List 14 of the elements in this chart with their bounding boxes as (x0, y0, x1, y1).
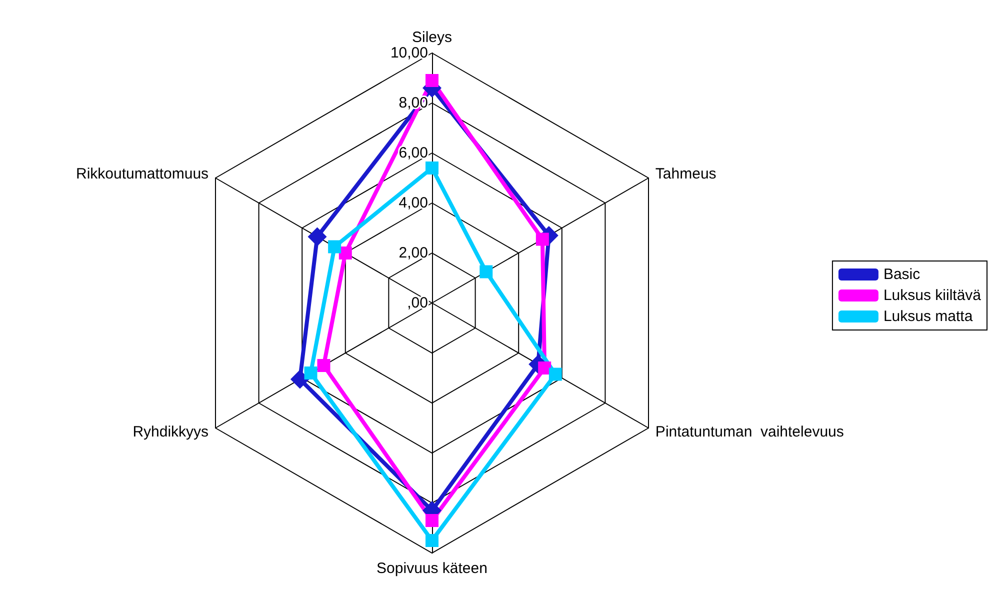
spoke-label: Tahmeus (655, 166, 716, 182)
spoke-label: Pintatuntuman vaihtelevuus (655, 424, 844, 440)
y-tick-label: ,00 (407, 294, 428, 312)
y-tick-label: 4,00 (398, 194, 428, 212)
spoke-label: Sileys (412, 29, 452, 46)
y-tick-label: 6,00 (398, 144, 428, 162)
spoke-label: Ryhdikkyys (132, 424, 209, 440)
legend-label: Luksus matta (883, 308, 974, 325)
legend-label: Luksus kiiltävä (883, 287, 982, 304)
spoke-label: Rikkoutumattomuus (76, 166, 209, 182)
y-tick-label: 2,00 (398, 244, 428, 262)
legend-label: Basic (883, 266, 921, 283)
spoke-label: Sopivuus käteen (376, 560, 488, 577)
y-tick-label: 10,00 (390, 44, 428, 62)
